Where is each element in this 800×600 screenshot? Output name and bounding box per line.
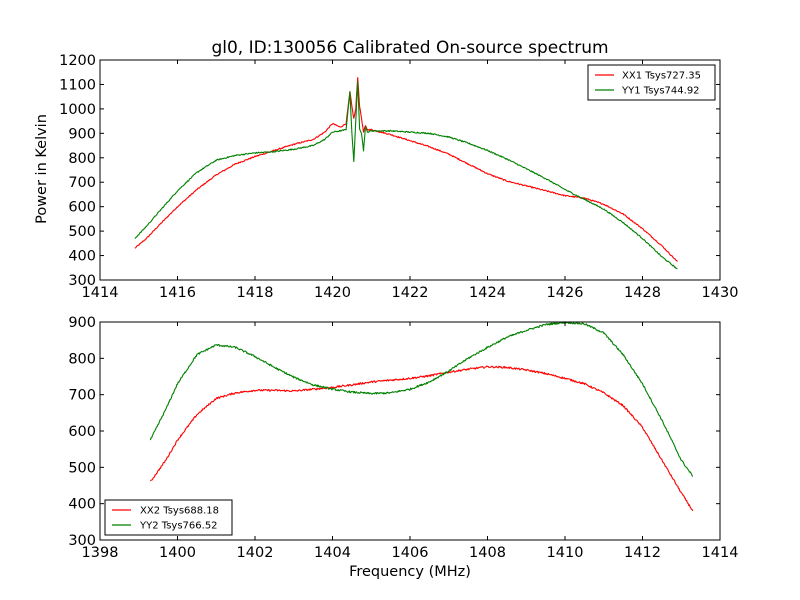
top-legend: XX1 Tsys727.35 YY1 Tsys744.92 [587, 64, 716, 101]
top-x-tick-label: 1430 [702, 285, 739, 301]
top-x-tick-label: 1416 [159, 285, 196, 301]
top-x-tick-label: 1418 [237, 285, 274, 301]
top-x-tick-label: 1414 [82, 285, 119, 301]
top-series-line-yy1 [134, 81, 678, 270]
bottom-tick-group: 1398 1400 1402 1404 1406 1408 1410 1412 1414 300 4… [68, 315, 738, 561]
top-y-tick-label: 800 [68, 151, 96, 167]
top-x-tick-label: 1424 [469, 285, 506, 301]
bottom-x-tick-label: 1402 [237, 545, 274, 561]
top-y-tick-label: 400 [68, 249, 96, 265]
top-series-group [134, 77, 678, 270]
top-y-tick-label: 600 [68, 200, 96, 216]
top-y-tick-label: 900 [68, 126, 96, 142]
bottom-plot-frame [99, 321, 721, 541]
top-x-tick-label: 1428 [624, 285, 661, 301]
bottom-y-tick-label: 900 [68, 315, 96, 331]
bottom-y-tick-label: 600 [68, 424, 96, 440]
bottom-legend-box [104, 499, 233, 536]
top-chart-title: gl0, ID:130056 Calibrated On-source spec… [211, 38, 608, 58]
bottom-x-tick-label: 1408 [469, 545, 506, 561]
bottom-x-tick-label: 1406 [392, 545, 429, 561]
top-tick-group: 1414 1416 1418 1420 1422 1424 1426 1428 1430 300 4… [59, 53, 738, 301]
top-legend-label-yy1: YY1 Tsys744.92 [621, 86, 700, 97]
top-y-tick-label: 1100 [59, 77, 96, 93]
bottom-series-line-xx2 [149, 365, 694, 512]
top-legend-label-xx1: XX1 Tsys727.35 [622, 71, 701, 82]
bottom-x-tick-label: 1412 [624, 545, 661, 561]
bottom-legend: XX2 Tsys688.18 YY2 Tsys766.52 [104, 499, 233, 536]
bottom-legend-label-xx2: XX2 Tsys688.18 [140, 506, 219, 517]
bottom-x-axis-label: Frequency (MHz) [349, 564, 471, 580]
top-plot-frame [99, 59, 721, 281]
top-y-tick-label: 500 [68, 224, 96, 240]
top-y-tick-label: 1200 [59, 53, 96, 69]
top-x-tick-label: 1426 [547, 285, 584, 301]
top-spectrum-panel: gl0, ID:130056 Calibrated On-source spec… [34, 38, 738, 301]
bottom-x-tick-label: 1404 [314, 545, 351, 561]
top-y-axis-label: Power in Kelvin [34, 114, 50, 224]
top-x-tick-label: 1422 [392, 285, 429, 301]
top-y-tick-label: 300 [68, 273, 96, 289]
top-y-tick-label: 1000 [59, 102, 96, 118]
bottom-y-tick-label: 500 [68, 460, 96, 476]
bottom-x-tick-label: 1400 [159, 545, 196, 561]
bottom-legend-label-yy2: YY2 Tsys766.52 [139, 521, 218, 532]
top-legend-box [587, 64, 716, 101]
top-x-tick-label: 1420 [314, 285, 351, 301]
top-y-tick-label: 700 [68, 175, 96, 191]
bottom-x-tick-label: 1398 [82, 545, 119, 561]
bottom-series-group [149, 321, 694, 512]
bottom-y-tick-label: 700 [68, 388, 96, 404]
bottom-y-tick-label: 800 [68, 351, 96, 367]
bottom-y-tick-label: 300 [68, 533, 96, 549]
bottom-series-line-yy2 [149, 321, 694, 477]
bottom-y-tick-label: 400 [68, 497, 96, 513]
bottom-x-tick-label: 1414 [702, 545, 739, 561]
bottom-spectrum-panel: Frequency (MHz) 1398 1400 1402 1404 1406 1408… [68, 315, 738, 580]
bottom-x-tick-label: 1410 [547, 545, 584, 561]
top-series-line-xx1 [134, 77, 678, 262]
